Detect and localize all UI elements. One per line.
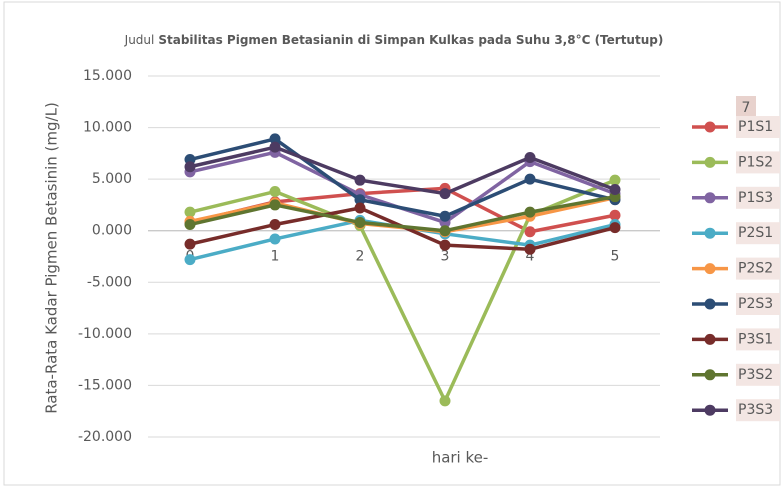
legend-marker xyxy=(704,404,716,416)
data-point xyxy=(524,173,536,185)
data-point xyxy=(269,199,281,211)
legend-badge-box xyxy=(736,96,756,118)
data-point xyxy=(184,254,196,266)
legend-label-box xyxy=(736,328,780,351)
legend-label: P3S1 xyxy=(738,331,773,347)
data-point xyxy=(609,183,621,195)
legend-marker xyxy=(704,227,716,239)
data-point xyxy=(609,222,621,234)
legend-label: P2S3 xyxy=(738,296,773,312)
data-point xyxy=(439,210,451,222)
x-tick-label: 3 xyxy=(441,249,450,265)
y-tick-label: 0.000 xyxy=(92,223,132,239)
data-point xyxy=(184,238,196,250)
title-prefix: Judul xyxy=(124,33,155,47)
data-point xyxy=(269,219,281,231)
series-line xyxy=(189,145,616,196)
data-point xyxy=(439,395,451,407)
legend-label: P2S1 xyxy=(738,225,773,241)
legend-marker xyxy=(704,156,716,168)
legend-label: P3S3 xyxy=(738,402,773,418)
y-tick-label: -10.000 xyxy=(78,326,132,342)
chart-title: Judul Stabilitas Pigmen Betasianin di Sim… xyxy=(124,33,664,47)
legend-marker xyxy=(704,192,716,204)
data-point xyxy=(439,239,451,251)
data-point xyxy=(439,188,451,200)
data-point xyxy=(269,133,281,145)
data-point xyxy=(184,161,196,173)
y-tick-label: 5.000 xyxy=(92,171,132,187)
data-point xyxy=(354,202,366,214)
legend-marker xyxy=(704,333,716,345)
y-tick-label: 10.000 xyxy=(83,120,132,136)
legend-label-box xyxy=(736,293,780,315)
data-point xyxy=(439,225,451,237)
data-point xyxy=(184,219,196,231)
data-point xyxy=(354,216,366,228)
data-point xyxy=(609,174,621,186)
legend-label: P1S2 xyxy=(738,154,773,170)
data-point xyxy=(524,151,536,163)
legend-label-box xyxy=(736,116,780,138)
series-line xyxy=(189,137,616,219)
data-point xyxy=(354,194,366,206)
legend-marker xyxy=(704,263,716,275)
y-tick-label: -15.000 xyxy=(78,377,132,393)
y-tick-label: 15.000 xyxy=(83,68,132,84)
legend-label: P1S1 xyxy=(738,119,773,135)
data-point xyxy=(269,141,281,153)
series-line xyxy=(189,194,616,233)
x-axis-label: hari ke- xyxy=(432,449,489,467)
data-point xyxy=(184,206,196,218)
data-point xyxy=(269,233,281,245)
data-point xyxy=(609,209,621,221)
legend-label-box xyxy=(736,186,780,209)
legend-marker xyxy=(704,369,716,381)
data-point xyxy=(354,174,366,186)
legend-label: P2S2 xyxy=(738,261,773,277)
legend-marker xyxy=(704,298,716,310)
legend-marker xyxy=(704,121,716,133)
x-tick-label: 2 xyxy=(356,249,365,265)
data-point xyxy=(524,206,536,218)
x-tick-label: 5 xyxy=(611,249,620,265)
y-axis-label: Rata-Rata Kadar Pigmen Betasinin (mg/L) xyxy=(43,102,61,414)
data-point xyxy=(524,226,536,238)
data-point xyxy=(524,243,536,255)
legend-label: P1S3 xyxy=(738,190,773,206)
chart-frame xyxy=(3,1,781,486)
legend-label-box xyxy=(736,222,780,245)
y-tick-label: -20.000 xyxy=(78,429,132,445)
legend-label-box xyxy=(736,363,780,386)
legend-label-box xyxy=(736,257,780,280)
y-tick-label: -5.000 xyxy=(87,274,132,290)
x-tick-label: 4 xyxy=(526,249,535,265)
legend-label: P3S2 xyxy=(738,367,773,383)
legend-badge: 7 xyxy=(742,100,751,116)
title-main: Stabilitas Pigmen Betasianin di Simpan K… xyxy=(158,33,663,47)
legend-label-box xyxy=(736,151,780,174)
data-point xyxy=(269,186,281,198)
legend-label-box xyxy=(736,399,780,422)
x-tick-label: 1 xyxy=(271,249,280,265)
